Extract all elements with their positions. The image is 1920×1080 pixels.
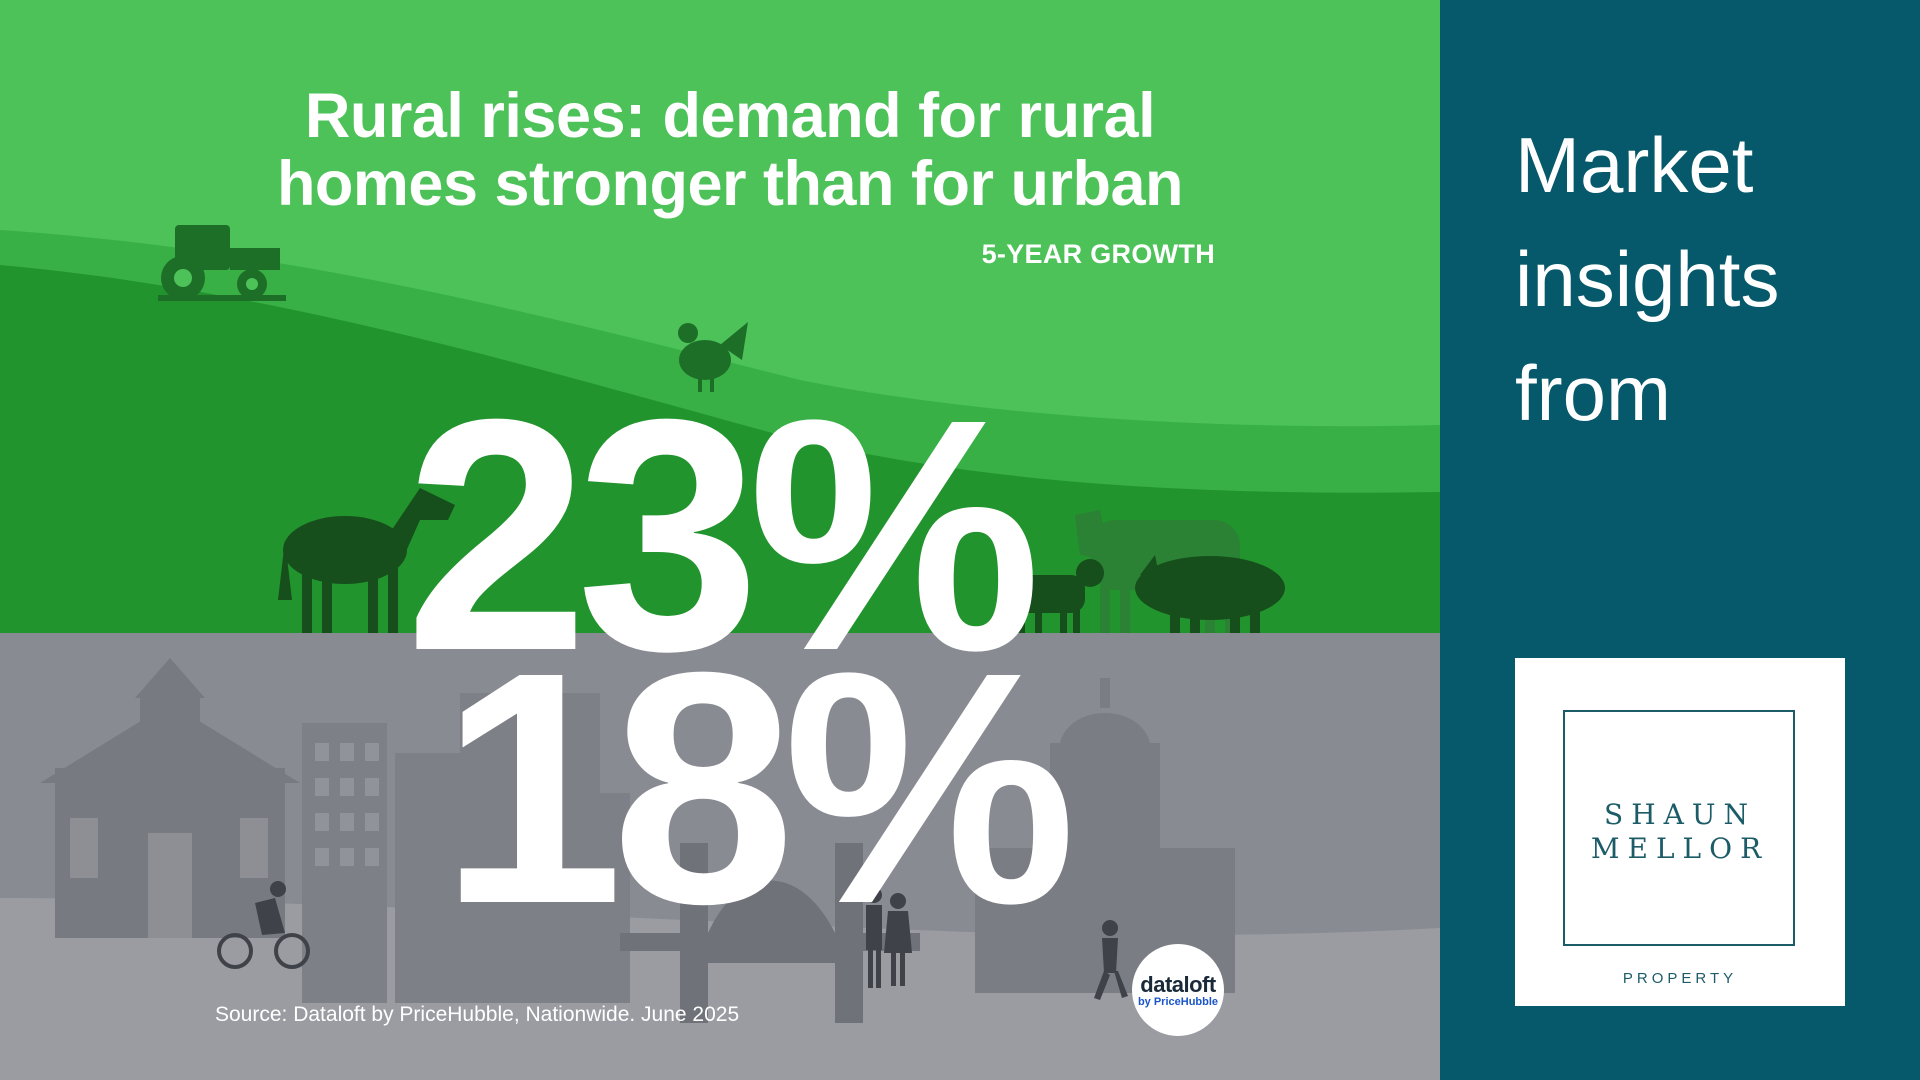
church-icon bbox=[40, 658, 300, 938]
tower-block-icon bbox=[302, 693, 630, 1003]
headline-line-2: insights bbox=[1515, 235, 1780, 323]
market-insights-heading: Market insights from bbox=[1515, 108, 1779, 450]
rooster-icon bbox=[678, 322, 748, 392]
cyclist-icon bbox=[217, 881, 310, 969]
walking-couple-icon bbox=[866, 887, 912, 988]
rural-hills bbox=[0, 225, 1440, 633]
logo-frame bbox=[1563, 710, 1795, 946]
infographic-panel: Rural rises: demand for rural homes stro… bbox=[0, 0, 1440, 1080]
brand-panel: Market insights from SHAUN MELLOR PROPER… bbox=[1440, 0, 1920, 1080]
calf-icon bbox=[1010, 559, 1104, 633]
logo-line-1: SHAUN bbox=[1604, 798, 1756, 831]
badge-brand: dataloft bbox=[1140, 972, 1216, 997]
logo-wordmark: SHAUN MELLOR bbox=[1515, 798, 1845, 866]
infographic-title: Rural rises: demand for rural homes stro… bbox=[150, 82, 1310, 218]
headline-line-3: from bbox=[1515, 349, 1671, 437]
city-skyline bbox=[0, 658, 1440, 1080]
company-logo: SHAUN MELLOR PROPERTY bbox=[1515, 658, 1845, 1006]
headline-line-1: Market bbox=[1515, 121, 1754, 209]
runner-icon bbox=[1094, 920, 1128, 1000]
pig-icon bbox=[1135, 555, 1285, 633]
source-note: Source: Dataloft by PriceHubble, Nationw… bbox=[215, 1003, 740, 1026]
bridge-icon bbox=[620, 843, 920, 1023]
title-line-1: Rural rises: demand for rural bbox=[304, 81, 1156, 151]
logo-tagline: PROPERTY bbox=[1622, 970, 1738, 987]
badge-sub: by PriceHubble bbox=[1137, 996, 1219, 1008]
dataloft-badge: dataloft by PriceHubble bbox=[1132, 944, 1224, 1036]
horse-icon bbox=[278, 488, 455, 633]
rural-section bbox=[0, 0, 1440, 633]
title-line-2: homes stronger than for urban bbox=[276, 149, 1184, 219]
growth-period-label: 5-YEAR GROWTH bbox=[981, 239, 1215, 269]
urban-growth-value: 18% bbox=[440, 603, 1076, 972]
logo-line-2: MELLOR bbox=[1590, 832, 1770, 865]
tractor-icon bbox=[158, 225, 286, 301]
rural-growth-value: 23% bbox=[405, 350, 1041, 719]
